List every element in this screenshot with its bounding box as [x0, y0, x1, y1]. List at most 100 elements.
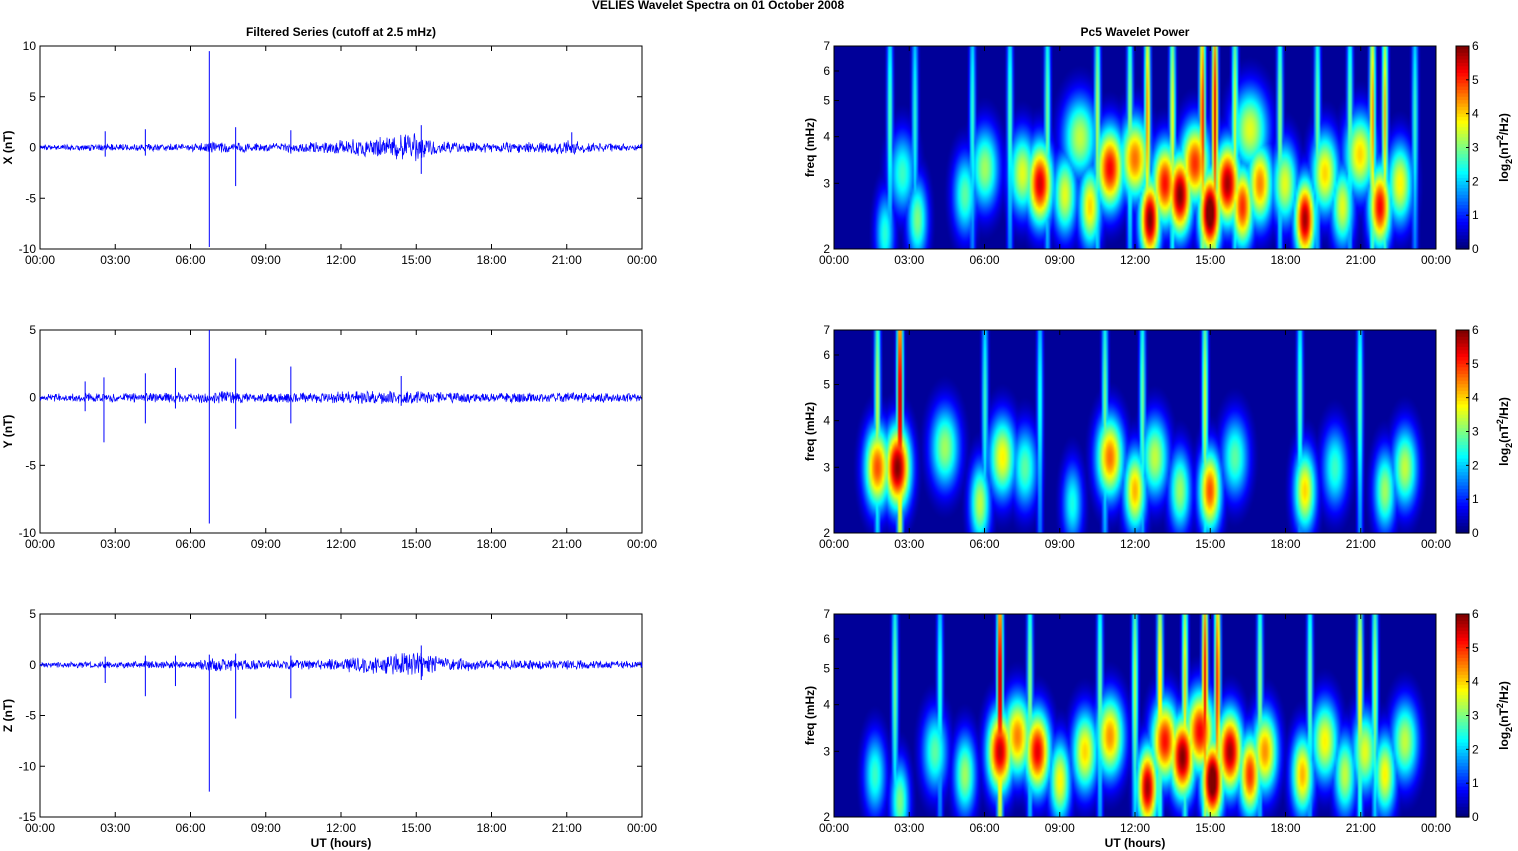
colorbar-segment	[1456, 654, 1469, 659]
colorbar-segment	[1456, 201, 1469, 206]
colorbar-segment	[1456, 783, 1469, 788]
x-tick-label: 00:00	[819, 537, 849, 551]
colorbar-label: log2(nT2/Hz)	[1495, 397, 1514, 466]
colorbar-segment	[1456, 806, 1469, 811]
x-tick-label: 00:00	[627, 821, 657, 835]
colorbar-segment	[1456, 242, 1469, 247]
colorbar-segment	[1456, 384, 1469, 389]
colorbar-segment	[1456, 171, 1469, 176]
colorbar-segment	[1456, 52, 1469, 57]
colorbar-segment	[1456, 401, 1469, 406]
colorbar-segment	[1456, 475, 1469, 480]
colorbar-segment	[1456, 735, 1469, 740]
colorbar-segment	[1456, 468, 1469, 473]
colorbar-segment	[1456, 232, 1469, 237]
colorbar-segment	[1456, 79, 1469, 84]
colorbar-segment	[1456, 803, 1469, 808]
colorbar-segment	[1456, 461, 1469, 466]
y-tick-label: 3	[823, 176, 830, 190]
x-tick-label: 15:00	[401, 821, 431, 835]
x-tick-label: 09:00	[251, 537, 281, 551]
colorbar-segment	[1456, 482, 1469, 487]
colorbar-segment	[1456, 245, 1469, 250]
colorbar-segment	[1456, 330, 1469, 334]
colorbar-segment	[1456, 705, 1469, 710]
colorbar-segment	[1456, 752, 1469, 757]
y-tick-label: 7	[823, 39, 830, 53]
colorbar-segment	[1456, 147, 1469, 152]
y-tick-label: 4	[823, 414, 830, 428]
colorbar-segment	[1456, 739, 1469, 744]
colorbar-tick-label: 0	[1472, 526, 1479, 540]
colorbar-segment	[1456, 630, 1469, 635]
y-tick-label: -5	[25, 191, 36, 205]
x-tick-label: 00:00	[25, 821, 55, 835]
x-tick-label: 12:00	[326, 821, 356, 835]
x-tick-label: 00:00	[25, 253, 55, 267]
x-tick-label: 18:00	[476, 537, 506, 551]
y-tick-label: 2	[823, 242, 830, 256]
colorbar-segment	[1456, 789, 1469, 794]
y-tick-label: -10	[19, 759, 37, 773]
wavelet-heatmap	[834, 614, 1436, 817]
x-tick-label: 18:00	[476, 821, 506, 835]
filtered-trace	[39, 133, 643, 162]
colorbar-segment	[1456, 664, 1469, 669]
x-tick-label: 00:00	[25, 537, 55, 551]
colorbar-tick-label: 3	[1472, 141, 1479, 155]
colorbar-segment	[1456, 489, 1469, 493]
colorbar-segment	[1456, 100, 1469, 105]
colorbar-segment	[1456, 620, 1469, 625]
x-tick-label: 06:00	[969, 821, 999, 835]
colorbar-segment	[1456, 154, 1469, 159]
colorbar-segment	[1456, 756, 1469, 761]
colorbar-tick-label: 5	[1472, 641, 1479, 655]
x-axis-label: UT (hours)	[1105, 836, 1166, 850]
x-tick-label: 15:00	[1195, 537, 1225, 551]
colorbar-segment	[1456, 786, 1469, 791]
colorbar-segment	[1456, 434, 1469, 439]
x-tick-label: 18:00	[1270, 821, 1300, 835]
colorbar-segment	[1456, 691, 1469, 696]
colorbar-segment	[1456, 343, 1469, 348]
y-tick-label: -10	[19, 526, 37, 540]
colorbar-segment	[1456, 83, 1469, 88]
x-tick-label: 12:00	[1120, 821, 1150, 835]
colorbar-segment	[1456, 69, 1469, 74]
colorbar-segment	[1456, 729, 1469, 734]
x-tick-label: 03:00	[100, 253, 130, 267]
x-tick-label: 03:00	[894, 821, 924, 835]
x-tick-label: 09:00	[1045, 537, 1075, 551]
x-tick-label: 12:00	[326, 253, 356, 267]
x-tick-label: 18:00	[1270, 537, 1300, 551]
colorbar-segment	[1456, 766, 1469, 771]
plot-area	[39, 613, 643, 818]
colorbar-segment	[1456, 509, 1469, 514]
y-tick-label: 6	[823, 348, 830, 362]
colorbar-segment	[1456, 424, 1469, 429]
wavelet-heatmap	[834, 46, 1436, 249]
colorbar-segment	[1456, 144, 1469, 149]
colorbar-tick-label: 2	[1472, 458, 1479, 472]
colorbar-segment	[1456, 516, 1469, 521]
colorbar-tick-label: 4	[1472, 391, 1479, 405]
colorbar-segment	[1456, 793, 1469, 798]
colorbar-segment	[1456, 340, 1469, 345]
colorbar-segment	[1456, 157, 1469, 162]
x-tick-label: 00:00	[819, 253, 849, 267]
filtered-series-panel-2: -10 -5 0 5 Y (nT) 00:00 03:00 06:00 09:00 12:00 15…	[1, 323, 657, 551]
colorbar-segment	[1456, 363, 1469, 368]
x-tick-label: 12:00	[1120, 253, 1150, 267]
colorbar-segment	[1456, 235, 1469, 240]
y-tick-label: 5	[823, 94, 830, 108]
colorbar-segment	[1456, 380, 1469, 385]
colorbar-segment	[1456, 647, 1469, 652]
y-tick-label: 2	[823, 526, 830, 540]
x-tick-label: 06:00	[175, 253, 205, 267]
colorbar-segment	[1456, 641, 1469, 646]
colorbar-segment	[1456, 617, 1469, 622]
wavelet-heatmap	[834, 330, 1436, 533]
colorbar-segment	[1456, 725, 1469, 730]
colorbar-segment	[1456, 367, 1469, 372]
colorbar-segment	[1456, 181, 1469, 186]
